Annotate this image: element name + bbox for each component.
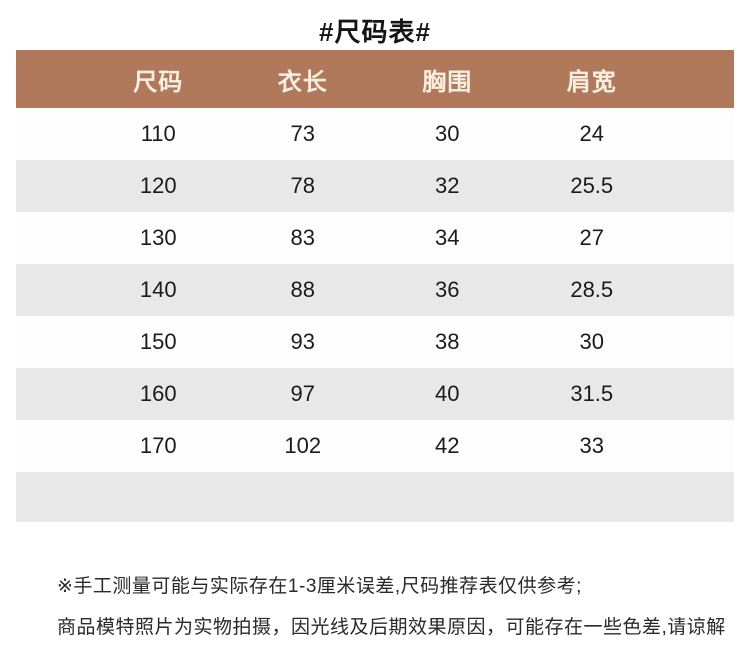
size-table: 尺码 衣长 胸围 肩宽 110 73 30 24 120 78 32 25.5 … — [16, 50, 734, 522]
cell-length: 83 — [290, 225, 315, 250]
cell-chest: 32 — [435, 173, 460, 198]
cell-chest: 38 — [435, 329, 460, 354]
table-row: 140 88 36 28.5 — [16, 264, 734, 316]
cell-chest: 36 — [435, 277, 460, 302]
table-row: 120 78 32 25.5 — [16, 160, 734, 212]
table-row: 170 102 42 33 — [16, 420, 734, 472]
cell-length: 88 — [290, 277, 315, 302]
header-cell-chest: 胸围 — [422, 68, 473, 96]
cell-shoulder: 25.5 — [570, 173, 614, 198]
table-header-row: 尺码 衣长 胸围 肩宽 — [16, 50, 734, 108]
cell-chest: 40 — [435, 381, 460, 406]
header-cell-size: 尺码 — [133, 68, 184, 96]
cell-shoulder: 30 — [579, 329, 604, 354]
cell-shoulder: 27 — [579, 225, 604, 250]
cell-size: 140 — [139, 277, 177, 302]
page-title: #尺码表# — [319, 17, 431, 47]
cell-chest: 30 — [435, 121, 460, 146]
cell-shoulder: 31.5 — [570, 381, 614, 406]
cell-length: 97 — [290, 381, 315, 406]
cell-size: 120 — [139, 173, 177, 198]
header-cell-shoulder: 肩宽 — [566, 68, 617, 96]
table-row: 150 93 38 30 — [16, 316, 734, 368]
cell-size: 160 — [139, 381, 177, 406]
table-row: 130 83 34 27 — [16, 212, 734, 264]
cell-size: 130 — [139, 225, 177, 250]
note-color-difference: 商品模特照片为实物拍摄，因光线及后期效果原因，可能存在一些色差,请谅解 — [57, 617, 726, 638]
cell-chest: 34 — [435, 225, 460, 250]
note-measurement: ※手工测量可能与实际存在1-3厘米误差,尺码推荐表仅供参考; — [57, 576, 582, 597]
cell-chest: 42 — [435, 433, 460, 458]
cell-size: 110 — [140, 121, 176, 146]
cell-size: 150 — [139, 329, 177, 354]
header-cell-length: 衣长 — [277, 68, 328, 96]
cell-length: 73 — [290, 121, 315, 146]
disclaimer-notes: ※手工测量可能与实际存在1-3厘米误差,尺码推荐表仅供参考; 商品模特照片为实物… — [57, 566, 726, 648]
cell-shoulder: 33 — [579, 433, 604, 458]
cell-length: 102 — [284, 433, 322, 458]
cell-length: 93 — [290, 329, 315, 354]
table-row: 160 97 40 31.5 — [16, 368, 734, 420]
table-row: 110 73 30 24 — [16, 108, 734, 160]
cell-shoulder: 24 — [579, 121, 604, 146]
cell-length: 78 — [290, 173, 315, 198]
table-empty-row — [16, 472, 734, 522]
cell-size: 170 — [139, 433, 177, 458]
cell-shoulder: 28.5 — [570, 277, 614, 302]
